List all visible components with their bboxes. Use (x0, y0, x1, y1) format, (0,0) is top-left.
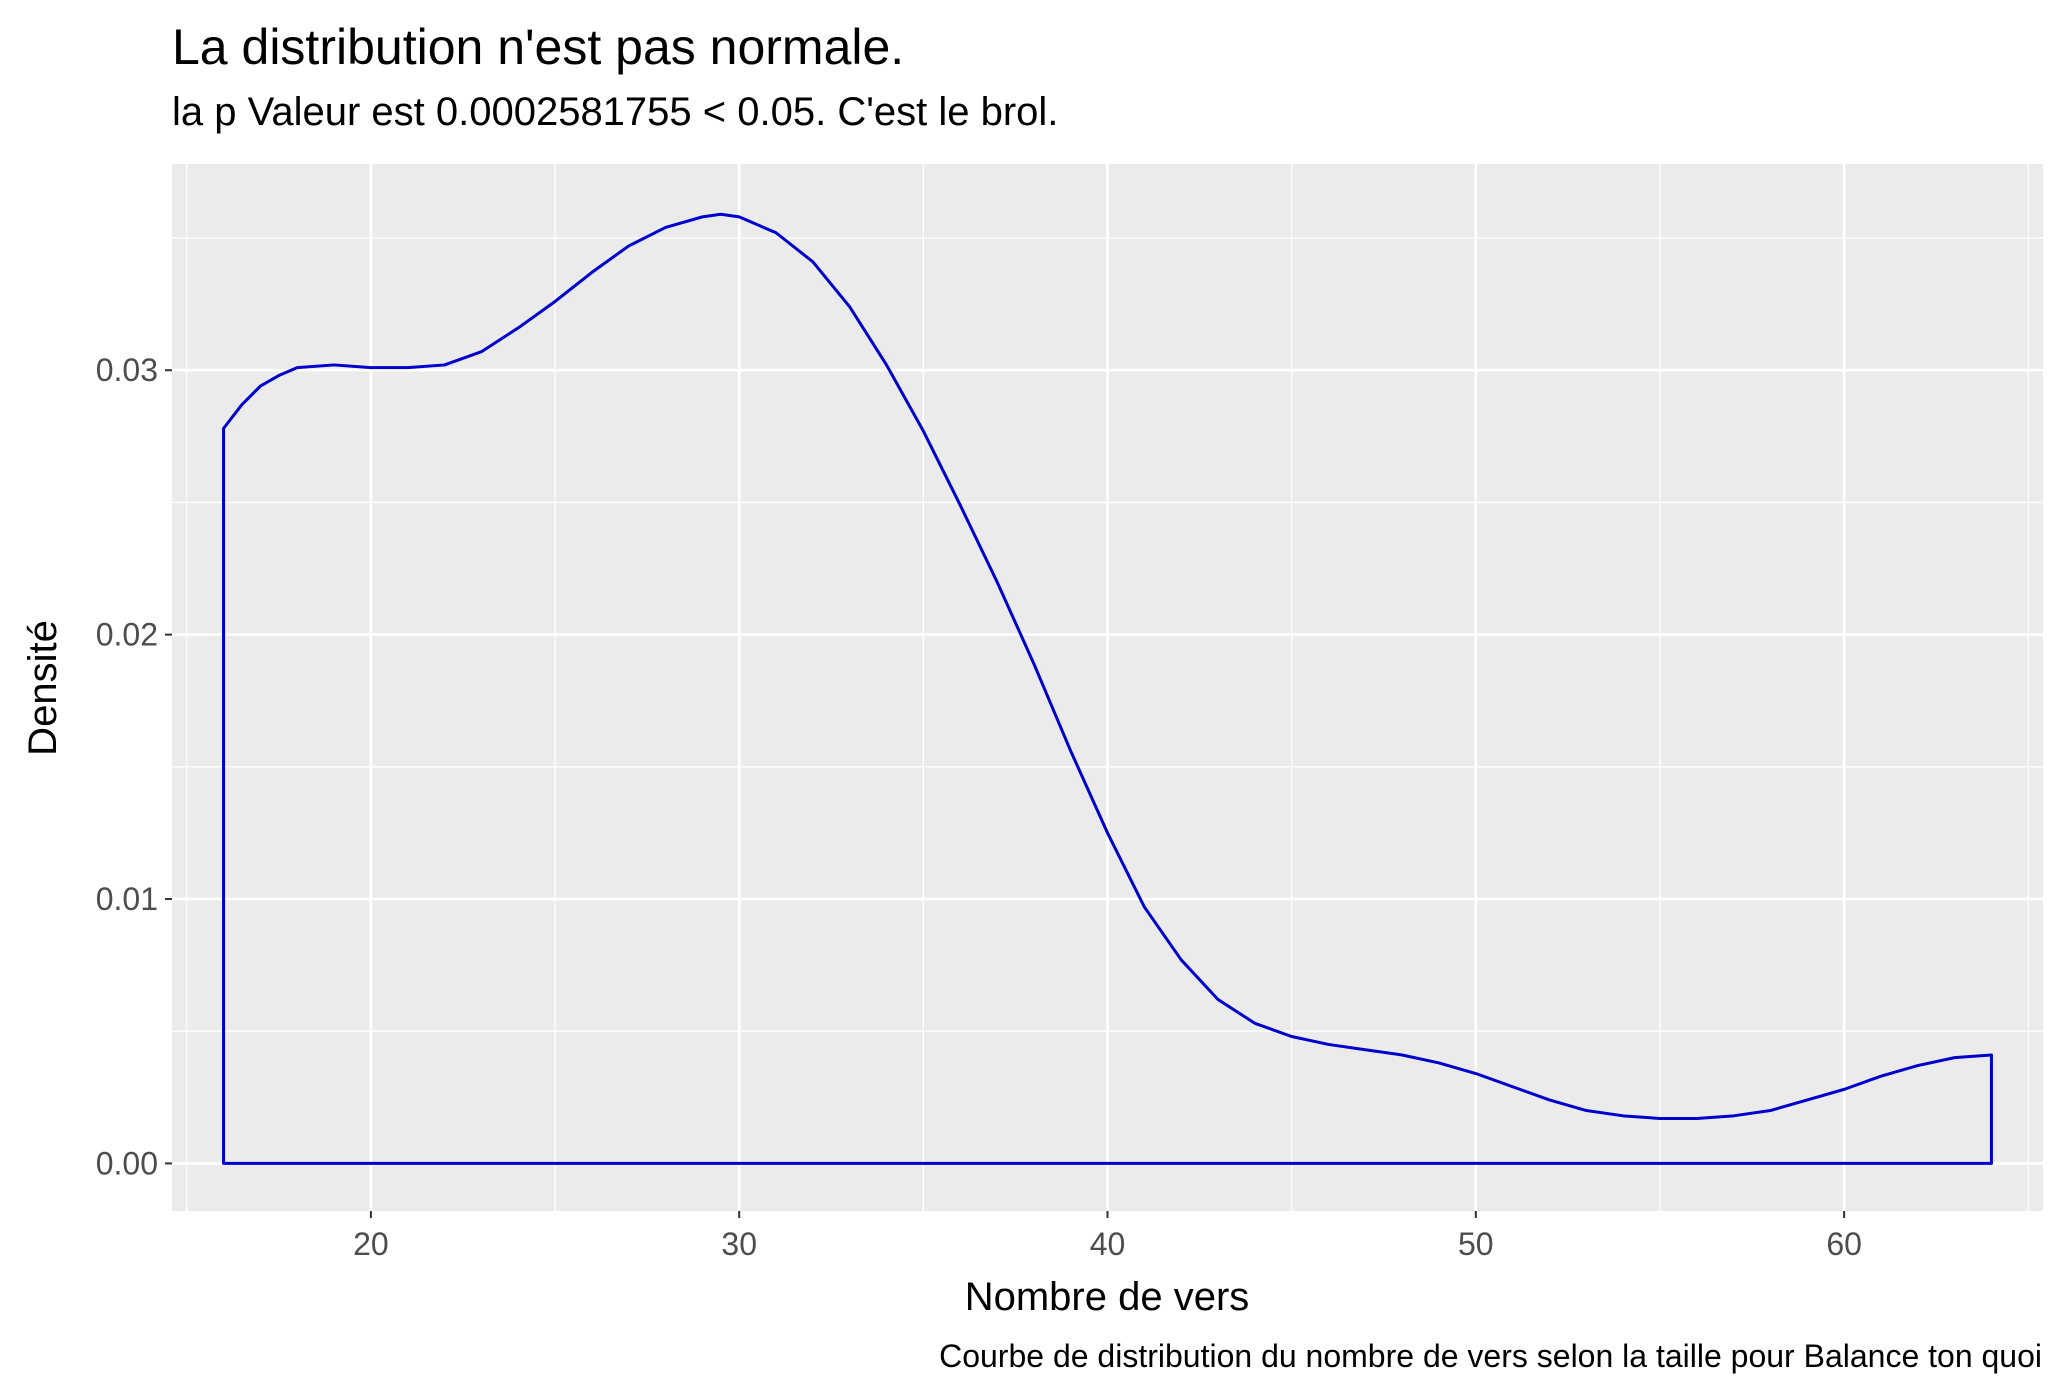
x-tick-label: 20 (353, 1226, 389, 1262)
x-axis-title: Nombre de vers (965, 1275, 1250, 1319)
x-tick-label: 60 (1826, 1226, 1862, 1262)
y-axis-title: Densité (21, 620, 65, 756)
y-tick-label: 0.00 (96, 1145, 158, 1181)
y-tick-label: 0.03 (96, 352, 158, 388)
chart-title: La distribution n'est pas normale. (172, 19, 905, 75)
x-tick-label: 40 (1090, 1226, 1126, 1262)
y-axis: 0.00 0.01 0.02 0.03 (96, 352, 172, 1181)
series-layer (222, 212, 1993, 1165)
x-tick-label: 30 (721, 1226, 757, 1262)
x-tick-label: 50 (1458, 1226, 1494, 1262)
x-axis: 20 30 40 50 60 (353, 1211, 1862, 1262)
density-curve (222, 212, 1993, 1165)
chart-caption: Courbe de distribution du nombre de vers… (939, 1338, 2042, 1374)
chart-subtitle: la p Valeur est 0.0002581755 < 0.05. C'e… (172, 90, 1059, 134)
y-tick-label: 0.02 (96, 617, 158, 653)
y-tick-label: 0.01 (96, 881, 158, 917)
